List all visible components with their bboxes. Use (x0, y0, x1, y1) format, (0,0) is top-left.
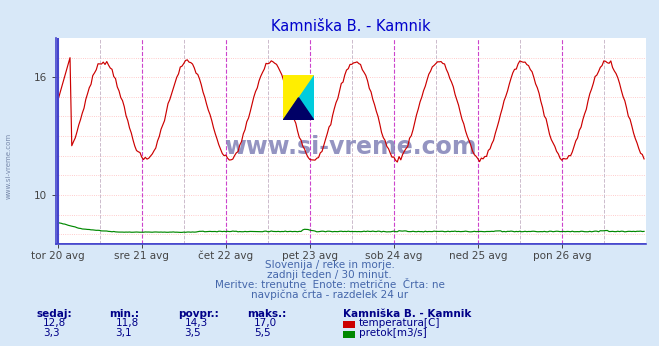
Polygon shape (283, 75, 314, 120)
Text: pretok[m3/s]: pretok[m3/s] (359, 328, 427, 338)
Text: 17,0: 17,0 (254, 318, 277, 328)
Text: povpr.:: povpr.: (178, 309, 219, 319)
Text: navpična črta - razdelek 24 ur: navpična črta - razdelek 24 ur (251, 290, 408, 300)
Text: zadnji teden / 30 minut.: zadnji teden / 30 minut. (267, 270, 392, 280)
Text: 14,3: 14,3 (185, 318, 208, 328)
Text: 12,8: 12,8 (43, 318, 66, 328)
Text: maks.:: maks.: (247, 309, 287, 319)
Text: temperatura[C]: temperatura[C] (359, 318, 441, 328)
Text: 11,8: 11,8 (115, 318, 138, 328)
Text: min.:: min.: (109, 309, 139, 319)
Title: Kamniška B. - Kamnik: Kamniška B. - Kamnik (271, 19, 431, 34)
Text: www.si-vreme.com: www.si-vreme.com (5, 133, 12, 199)
Text: 3,3: 3,3 (43, 328, 59, 338)
Text: sedaj:: sedaj: (36, 309, 72, 319)
Text: www.si-vreme.com: www.si-vreme.com (225, 135, 477, 159)
Text: 3,5: 3,5 (185, 328, 201, 338)
Text: 3,1: 3,1 (115, 328, 132, 338)
Text: Kamniška B. - Kamnik: Kamniška B. - Kamnik (343, 309, 471, 319)
Polygon shape (283, 98, 314, 120)
Text: Slovenija / reke in morje.: Slovenija / reke in morje. (264, 260, 395, 270)
Text: 5,5: 5,5 (254, 328, 270, 338)
Polygon shape (283, 75, 314, 120)
Text: Meritve: trenutne  Enote: metrične  Črta: ne: Meritve: trenutne Enote: metrične Črta: … (215, 280, 444, 290)
